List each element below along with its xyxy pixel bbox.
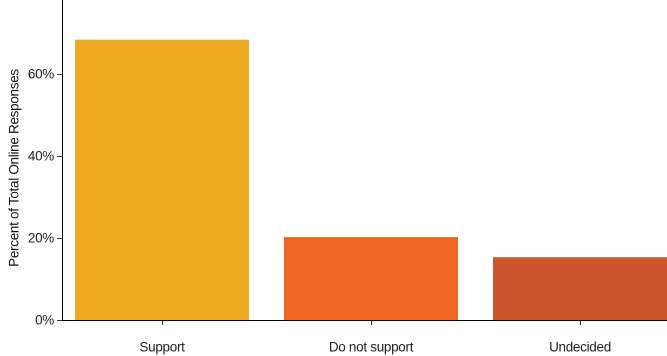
bars-layer bbox=[75, 39, 667, 321]
bar-support bbox=[75, 39, 249, 321]
x-tick-label: Undecided bbox=[549, 340, 611, 355]
y-tick-label: 60% bbox=[28, 66, 54, 81]
y-tick-label: 0% bbox=[35, 313, 54, 328]
y-tick-label: 20% bbox=[28, 230, 54, 245]
x-tick-label: Support bbox=[139, 340, 185, 355]
y-axis-title: Percent of Total Online Responses bbox=[7, 69, 22, 267]
y-axis-ticks: 0% 20% 40% 60% bbox=[28, 66, 62, 328]
y-tick-label: 40% bbox=[28, 148, 54, 163]
x-axis-ticks: Support Do not support Undecided bbox=[139, 320, 611, 355]
bar-do-not-support bbox=[284, 237, 458, 320]
x-tick-label: Do not support bbox=[329, 340, 414, 355]
bar-undecided bbox=[493, 257, 667, 320]
